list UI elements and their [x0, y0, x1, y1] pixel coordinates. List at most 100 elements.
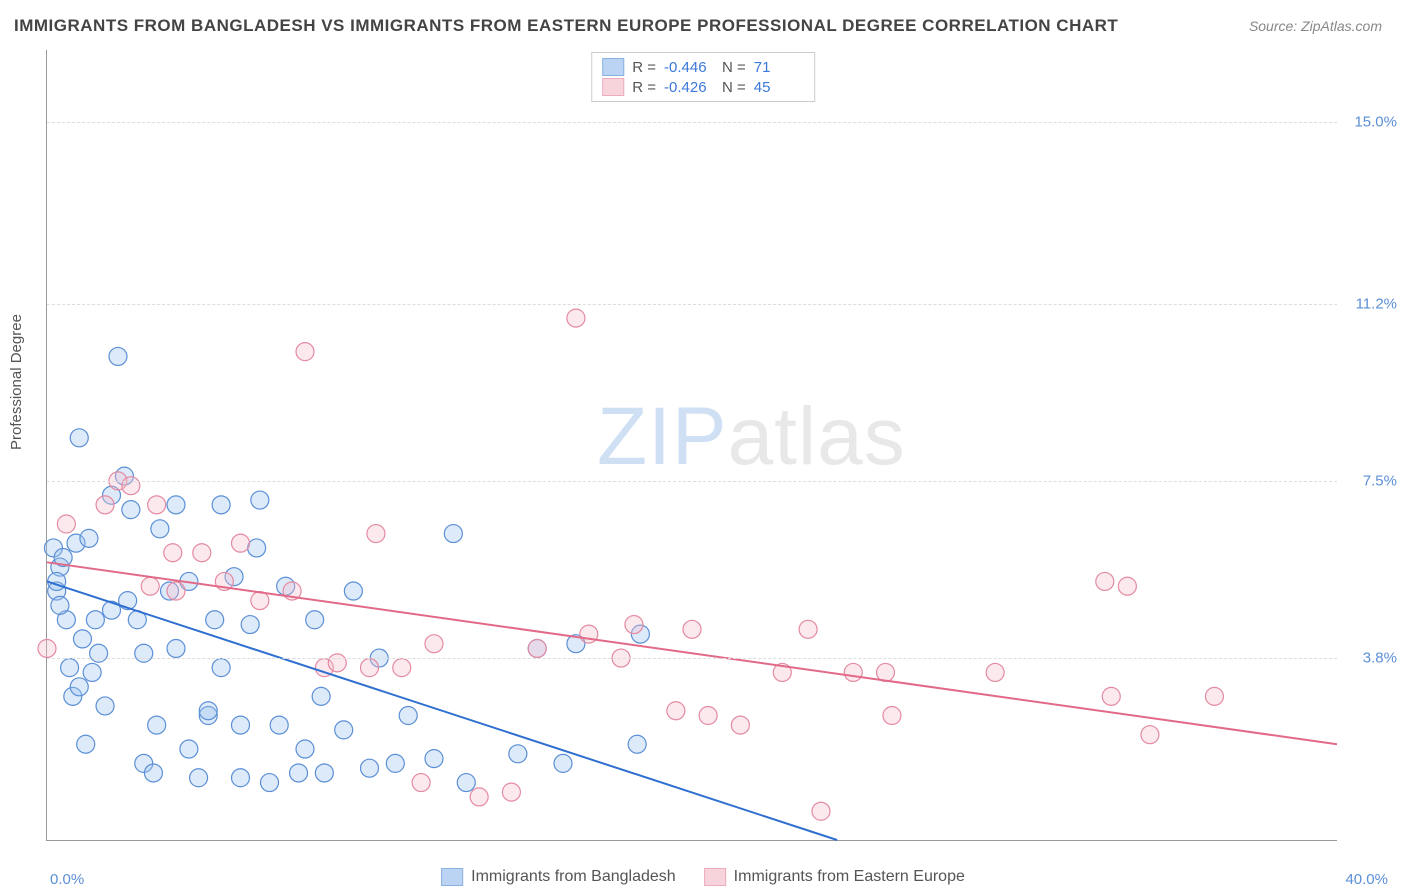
data-point	[83, 663, 101, 681]
data-point	[248, 539, 266, 557]
data-point	[190, 769, 208, 787]
data-point	[109, 347, 127, 365]
data-point	[315, 764, 333, 782]
data-point	[1118, 577, 1136, 595]
legend-r-value: -0.446	[664, 59, 714, 76]
data-point	[167, 582, 185, 600]
data-point	[425, 635, 443, 653]
gridline	[47, 658, 1337, 659]
legend-item: Immigrants from Eastern Europe	[704, 868, 965, 886]
data-point	[199, 702, 217, 720]
data-point	[1141, 726, 1159, 744]
y-tick-label: 11.2%	[1342, 295, 1397, 312]
data-point	[61, 659, 79, 677]
legend-swatch	[441, 868, 463, 886]
data-point	[77, 735, 95, 753]
legend-row: R = -0.426 N = 45	[602, 77, 804, 97]
x-tick-max: 40.0%	[1345, 871, 1388, 888]
data-point	[90, 644, 108, 662]
data-point	[393, 659, 411, 677]
y-tick-label: 3.8%	[1342, 650, 1397, 667]
data-point	[361, 759, 379, 777]
legend-r-label: R =	[632, 79, 656, 96]
chart-title: IMMIGRANTS FROM BANGLADESH VS IMMIGRANTS…	[14, 16, 1118, 36]
legend-series-label: Immigrants from Eastern Europe	[734, 868, 965, 886]
legend-r-value: -0.426	[664, 79, 714, 96]
data-point	[683, 620, 701, 638]
data-point	[70, 678, 88, 696]
data-point	[444, 525, 462, 543]
legend-swatch	[602, 58, 624, 76]
data-point	[799, 620, 817, 638]
data-point	[241, 616, 259, 634]
data-point	[812, 802, 830, 820]
data-point	[193, 544, 211, 562]
data-point	[167, 639, 185, 657]
data-point	[328, 654, 346, 672]
data-point	[73, 630, 91, 648]
gridline	[47, 122, 1337, 123]
data-point	[883, 707, 901, 725]
data-point	[667, 702, 685, 720]
series-legend: Immigrants from Bangladesh Immigrants fro…	[441, 868, 965, 886]
data-point	[844, 663, 862, 681]
data-point	[399, 707, 417, 725]
legend-r-label: R =	[632, 59, 656, 76]
data-point	[502, 783, 520, 801]
correlation-legend: R =-0.446N =71R =-0.426N =45	[591, 52, 815, 102]
legend-series-label: Immigrants from Bangladesh	[471, 868, 676, 886]
data-point	[232, 534, 250, 552]
data-point	[470, 788, 488, 806]
data-point	[296, 740, 314, 758]
data-point	[1102, 687, 1120, 705]
legend-item: Immigrants from Bangladesh	[441, 868, 676, 886]
data-point	[251, 491, 269, 509]
data-point	[251, 592, 269, 610]
data-point	[144, 764, 162, 782]
data-point	[290, 764, 308, 782]
data-point	[96, 496, 114, 514]
y-tick-label: 15.0%	[1342, 113, 1397, 130]
data-point	[344, 582, 362, 600]
data-point	[167, 496, 185, 514]
data-point	[731, 716, 749, 734]
data-point	[296, 343, 314, 361]
data-point	[361, 659, 379, 677]
data-point	[122, 501, 140, 519]
data-point	[625, 616, 643, 634]
y-tick-label: 7.5%	[1342, 472, 1397, 489]
source-attribution: Source: ZipAtlas.com	[1249, 18, 1382, 34]
data-point	[232, 769, 250, 787]
data-point	[628, 735, 646, 753]
legend-n-label: N =	[722, 79, 746, 96]
data-point	[212, 496, 230, 514]
plot-area: ZIPatlas 3.8%7.5%11.2%15.0%	[46, 50, 1337, 841]
data-point	[554, 754, 572, 772]
data-point	[1096, 572, 1114, 590]
legend-row: R =-0.446N =71	[602, 57, 804, 77]
data-point	[180, 740, 198, 758]
data-point	[135, 644, 153, 662]
x-tick-min: 0.0%	[50, 871, 84, 888]
data-point	[1205, 687, 1223, 705]
data-point	[48, 572, 66, 590]
data-point	[151, 520, 169, 538]
legend-n-label: N =	[722, 59, 746, 76]
data-point	[232, 716, 250, 734]
legend-n-value: 45	[754, 79, 804, 96]
data-point	[270, 716, 288, 734]
data-point	[306, 611, 324, 629]
gridline	[47, 304, 1337, 305]
data-point	[57, 515, 75, 533]
data-point	[457, 774, 475, 792]
data-point	[699, 707, 717, 725]
data-point	[38, 639, 56, 657]
data-point	[509, 745, 527, 763]
data-point	[148, 496, 166, 514]
trend-line	[47, 581, 837, 840]
data-point	[528, 639, 546, 657]
scatter-svg	[47, 50, 1337, 840]
data-point	[70, 429, 88, 447]
legend-swatch	[704, 868, 726, 886]
data-point	[567, 309, 585, 327]
